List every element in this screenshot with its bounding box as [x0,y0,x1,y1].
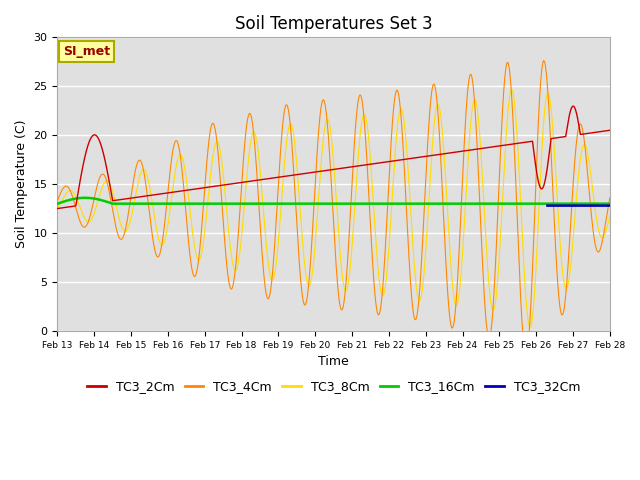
Legend: TC3_2Cm, TC3_4Cm, TC3_8Cm, TC3_16Cm, TC3_32Cm: TC3_2Cm, TC3_4Cm, TC3_8Cm, TC3_16Cm, TC3… [83,375,585,398]
Text: SI_met: SI_met [63,45,110,58]
X-axis label: Time: Time [318,355,349,368]
Title: Soil Temperatures Set 3: Soil Temperatures Set 3 [235,15,433,33]
Y-axis label: Soil Temperature (C): Soil Temperature (C) [15,120,28,248]
